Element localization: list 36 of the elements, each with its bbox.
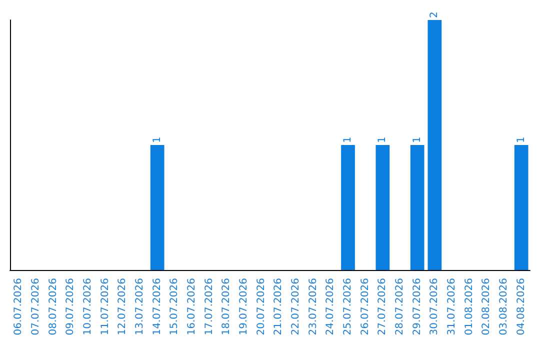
x-tick-label: 19.07.2026 — [238, 278, 250, 336]
x-tick-label: 25.07.2026 — [342, 278, 354, 336]
x-tick-label: 01.08.2026 — [464, 278, 475, 336]
x-tick-label: 29.07.2026 — [412, 278, 423, 336]
x-tick-label: 11.07.2026 — [100, 278, 111, 336]
data-label: 1 — [152, 136, 163, 143]
x-tick-label: 20.07.2026 — [256, 278, 267, 336]
x-tick-label: 31.07.2026 — [446, 278, 458, 336]
x-tick-label: 18.07.2026 — [221, 278, 232, 336]
x-tick-label: 06.07.2026 — [13, 278, 24, 336]
x-tick-label: 22.07.2026 — [290, 278, 302, 336]
data-label: 1 — [412, 136, 423, 143]
data-label: 1 — [377, 136, 388, 143]
x-tick-label: 28.07.2026 — [394, 278, 406, 336]
x-tick-label: 21.07.2026 — [273, 278, 284, 336]
x-tick-label: 07.07.2026 — [30, 278, 42, 336]
x-tick-label: 10.07.2026 — [82, 278, 94, 336]
data-label: 1 — [516, 136, 527, 143]
data-label: 1 — [342, 136, 354, 143]
x-tick-label: 23.07.2026 — [308, 278, 319, 336]
x-tick-label: 02.08.2026 — [481, 278, 492, 336]
x-tick-label: 08.07.2026 — [48, 278, 59, 336]
x-tick-label: 15.07.2026 — [169, 278, 180, 336]
x-tick-label: 04.08.2026 — [516, 278, 527, 336]
x-tick-label: 03.08.2026 — [498, 278, 510, 336]
x-tick-label: 17.07.2026 — [204, 278, 215, 336]
x-tick-label: 27.07.2026 — [377, 278, 388, 336]
x-tick-label: 16.07.2026 — [186, 278, 198, 336]
x-tick-label: 13.07.2026 — [134, 278, 146, 336]
x-tick-label: 09.07.2026 — [65, 278, 76, 336]
x-tick-label: 24.07.2026 — [325, 278, 336, 336]
x-tick-label: 12.07.2026 — [117, 278, 128, 336]
data-label: 2 — [429, 12, 440, 18]
x-tick-label: 26.07.2026 — [360, 278, 371, 336]
x-tick-label: 14.07.2026 — [152, 278, 163, 336]
x-tick-label: 30.07.2026 — [429, 278, 440, 336]
